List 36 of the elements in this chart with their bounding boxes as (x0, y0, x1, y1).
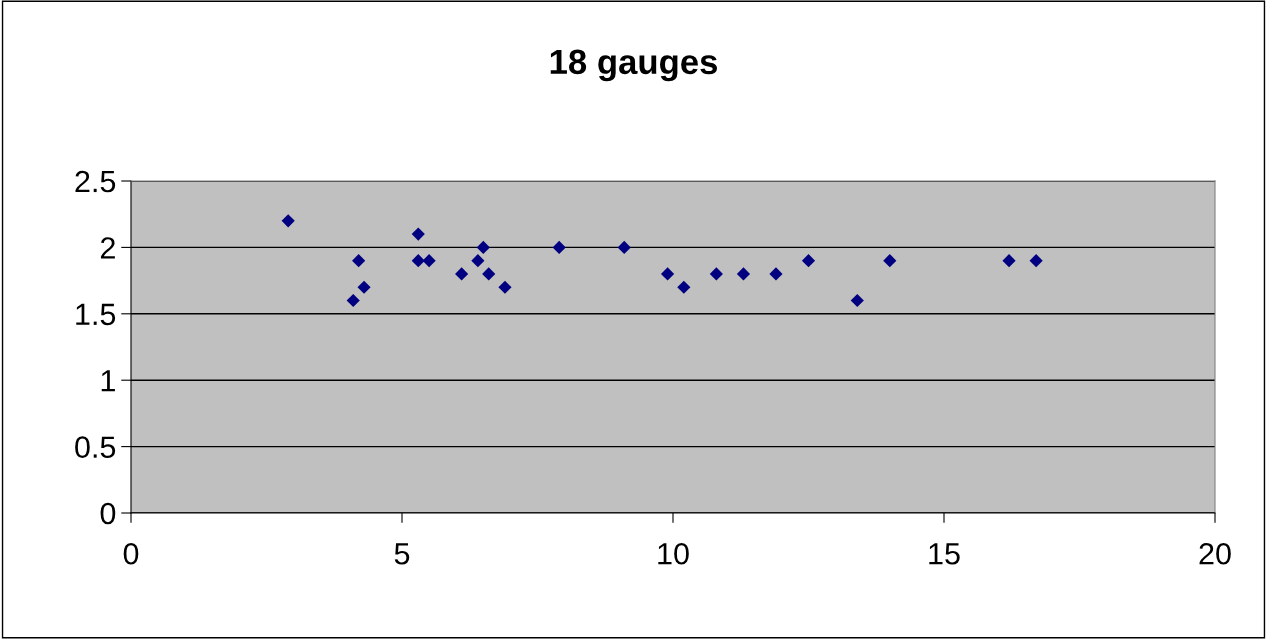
point (850, 293, 864, 308)
point (498, 280, 512, 294)
x-tick-label: 15 (929, 543, 960, 565)
x-tick-label: 0 (123, 542, 139, 565)
point (411, 254, 425, 268)
y-tick-label: 0.5 (75, 436, 116, 458)
x-tick-label: 10 (658, 542, 689, 565)
point (1002, 254, 1016, 268)
y-tick-label: 1 (101, 370, 115, 392)
x-tick-label: 5 (394, 543, 410, 565)
point (617, 240, 631, 254)
point (1029, 254, 1043, 268)
point (736, 267, 751, 281)
y-tick-label: 2 (100, 237, 115, 259)
point (422, 254, 436, 268)
point (769, 267, 783, 281)
point (471, 254, 485, 268)
point (357, 280, 371, 294)
y-tick-label: 1.5 (76, 303, 116, 326)
point (482, 267, 496, 281)
y-tick-label: 2.5 (75, 170, 116, 193)
point (677, 280, 691, 294)
point (411, 227, 425, 241)
point (281, 214, 295, 228)
y-tick-label: 0 (100, 502, 116, 525)
point (352, 254, 366, 268)
point (552, 240, 566, 254)
point (801, 254, 816, 268)
point (476, 240, 490, 254)
point (455, 267, 469, 281)
chart-title: 18 gauges (550, 49, 717, 82)
point (709, 267, 723, 281)
point (883, 254, 897, 268)
x-tick-label: 20 (1199, 542, 1231, 565)
point (346, 293, 360, 308)
point (660, 267, 675, 281)
